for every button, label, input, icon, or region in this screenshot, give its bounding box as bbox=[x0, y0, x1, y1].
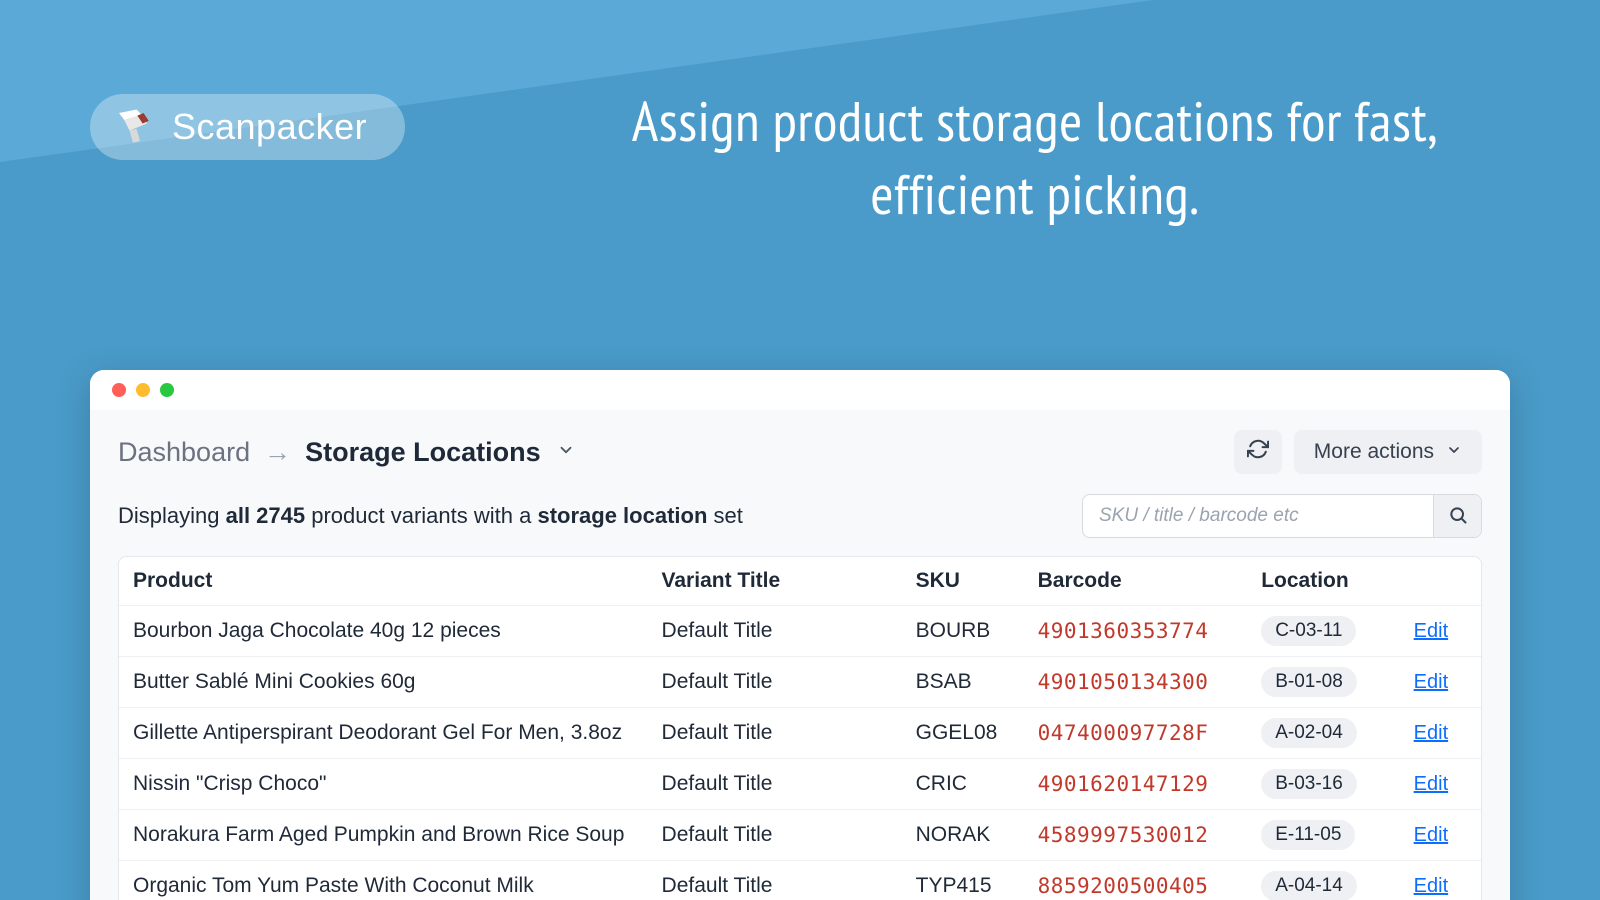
cell-variant: Default Title bbox=[648, 708, 902, 759]
status-count: all 2745 bbox=[226, 503, 306, 528]
window-titlebar bbox=[90, 370, 1510, 410]
cell-location: C-03-11 bbox=[1247, 606, 1399, 657]
status-text: Displaying all 2745 product variants wit… bbox=[118, 503, 743, 529]
cell-edit: Edit bbox=[1400, 708, 1481, 759]
col-variant: Variant Title bbox=[648, 557, 902, 606]
location-pill: C-03-11 bbox=[1261, 616, 1356, 646]
cell-barcode: 4901360353774 bbox=[1024, 606, 1248, 657]
table-row: Bourbon Jaga Chocolate 40g 12 piecesDefa… bbox=[119, 606, 1481, 657]
cell-barcode: 4901050134300 bbox=[1024, 657, 1248, 708]
col-barcode: Barcode bbox=[1024, 557, 1248, 606]
chevron-down-icon[interactable] bbox=[555, 439, 575, 465]
cell-sku: BSAB bbox=[902, 657, 1024, 708]
status-row: Displaying all 2745 product variants wit… bbox=[90, 482, 1510, 556]
breadcrumb-separator: → bbox=[264, 437, 291, 468]
col-sku: SKU bbox=[902, 557, 1024, 606]
status-bold2: storage location bbox=[537, 503, 707, 528]
marketing-stage: Scanpacker Assign product storage locati… bbox=[0, 0, 1600, 900]
page-toolbar: Dashboard → Storage Locations bbox=[90, 410, 1510, 482]
search-icon bbox=[1448, 505, 1468, 528]
breadcrumb: Dashboard → Storage Locations bbox=[118, 437, 575, 468]
chevron-down-icon bbox=[1446, 440, 1462, 464]
cell-barcode: 8859200500405 bbox=[1024, 861, 1248, 900]
cell-variant: Default Title bbox=[648, 657, 902, 708]
cell-location: A-04-14 bbox=[1247, 861, 1399, 900]
brand-name: Scanpacker bbox=[172, 106, 367, 148]
table-row: Nissin "Crisp Choco"Default TitleCRIC490… bbox=[119, 759, 1481, 810]
breadcrumb-root[interactable]: Dashboard bbox=[118, 437, 250, 468]
status-mid: product variants with a bbox=[305, 503, 537, 528]
refresh-icon bbox=[1247, 438, 1269, 466]
cell-barcode: 4589997530012 bbox=[1024, 810, 1248, 861]
more-actions-button[interactable]: More actions bbox=[1294, 430, 1482, 474]
cell-product: Bourbon Jaga Chocolate 40g 12 pieces bbox=[119, 606, 648, 657]
app-window: Dashboard → Storage Locations bbox=[90, 370, 1510, 900]
cell-product: Organic Tom Yum Paste With Coconut Milk bbox=[119, 861, 648, 900]
cell-product: Nissin "Crisp Choco" bbox=[119, 759, 648, 810]
table-row: Gillette Antiperspirant Deodorant Gel Fo… bbox=[119, 708, 1481, 759]
cell-edit: Edit bbox=[1400, 759, 1481, 810]
headline: Assign product storage locations for fas… bbox=[560, 85, 1510, 231]
cell-location: A-02-04 bbox=[1247, 708, 1399, 759]
col-actions bbox=[1400, 557, 1481, 606]
cell-variant: Default Title bbox=[648, 861, 902, 900]
breadcrumb-current[interactable]: Storage Locations bbox=[305, 437, 541, 468]
cell-edit: Edit bbox=[1400, 810, 1481, 861]
location-pill: A-04-14 bbox=[1261, 871, 1357, 900]
edit-link[interactable]: Edit bbox=[1414, 824, 1448, 846]
cell-product: Gillette Antiperspirant Deodorant Gel Fo… bbox=[119, 708, 648, 759]
location-pill: B-01-08 bbox=[1261, 667, 1357, 697]
search-input[interactable] bbox=[1083, 495, 1433, 537]
cell-location: B-01-08 bbox=[1247, 657, 1399, 708]
more-actions-label: More actions bbox=[1314, 440, 1434, 464]
products-table: Product Variant Title SKU Barcode Locati… bbox=[118, 556, 1482, 900]
edit-link[interactable]: Edit bbox=[1414, 722, 1448, 744]
cell-sku: NORAK bbox=[902, 810, 1024, 861]
cell-edit: Edit bbox=[1400, 606, 1481, 657]
edit-link[interactable]: Edit bbox=[1414, 875, 1448, 897]
edit-link[interactable]: Edit bbox=[1414, 773, 1448, 795]
status-prefix: Displaying bbox=[118, 503, 226, 528]
cell-sku: GGEL08 bbox=[902, 708, 1024, 759]
edit-link[interactable]: Edit bbox=[1414, 671, 1448, 693]
cell-variant: Default Title bbox=[648, 606, 902, 657]
cell-edit: Edit bbox=[1400, 861, 1481, 900]
cell-location: E-11-05 bbox=[1247, 810, 1399, 861]
cell-sku: TYP415 bbox=[902, 861, 1024, 900]
status-suffix: set bbox=[707, 503, 742, 528]
cell-product: Norakura Farm Aged Pumpkin and Brown Ric… bbox=[119, 810, 648, 861]
cell-barcode: 047400097728F bbox=[1024, 708, 1248, 759]
window-minimize-icon[interactable] bbox=[136, 383, 150, 397]
table-header-row: Product Variant Title SKU Barcode Locati… bbox=[119, 557, 1481, 606]
col-product: Product bbox=[119, 557, 648, 606]
search-button[interactable] bbox=[1433, 495, 1481, 537]
cell-sku: BOURB bbox=[902, 606, 1024, 657]
scanner-icon bbox=[112, 106, 154, 148]
col-location: Location bbox=[1247, 557, 1399, 606]
location-pill: E-11-05 bbox=[1261, 820, 1355, 850]
table-row: Organic Tom Yum Paste With Coconut MilkD… bbox=[119, 861, 1481, 900]
cell-variant: Default Title bbox=[648, 810, 902, 861]
location-pill: A-02-04 bbox=[1261, 718, 1357, 748]
table-row: Norakura Farm Aged Pumpkin and Brown Ric… bbox=[119, 810, 1481, 861]
refresh-button[interactable] bbox=[1234, 430, 1282, 474]
table-row: Butter Sablé Mini Cookies 60gDefault Tit… bbox=[119, 657, 1481, 708]
search-box bbox=[1082, 494, 1482, 538]
cell-edit: Edit bbox=[1400, 657, 1481, 708]
cell-variant: Default Title bbox=[648, 759, 902, 810]
brand-pill: Scanpacker bbox=[90, 94, 405, 160]
edit-link[interactable]: Edit bbox=[1414, 620, 1448, 642]
cell-product: Butter Sablé Mini Cookies 60g bbox=[119, 657, 648, 708]
window-zoom-icon[interactable] bbox=[160, 383, 174, 397]
cell-sku: CRIC bbox=[902, 759, 1024, 810]
window-close-icon[interactable] bbox=[112, 383, 126, 397]
cell-location: B-03-16 bbox=[1247, 759, 1399, 810]
cell-barcode: 4901620147129 bbox=[1024, 759, 1248, 810]
location-pill: B-03-16 bbox=[1261, 769, 1357, 799]
